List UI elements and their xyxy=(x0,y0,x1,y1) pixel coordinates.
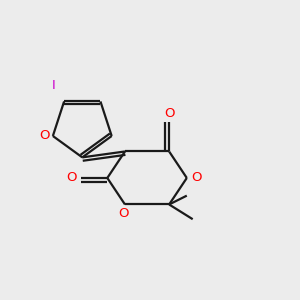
Text: O: O xyxy=(118,207,129,220)
Text: O: O xyxy=(164,107,174,120)
Text: O: O xyxy=(191,172,202,184)
Text: O: O xyxy=(67,172,77,184)
Text: O: O xyxy=(39,130,49,142)
Text: I: I xyxy=(52,79,56,92)
